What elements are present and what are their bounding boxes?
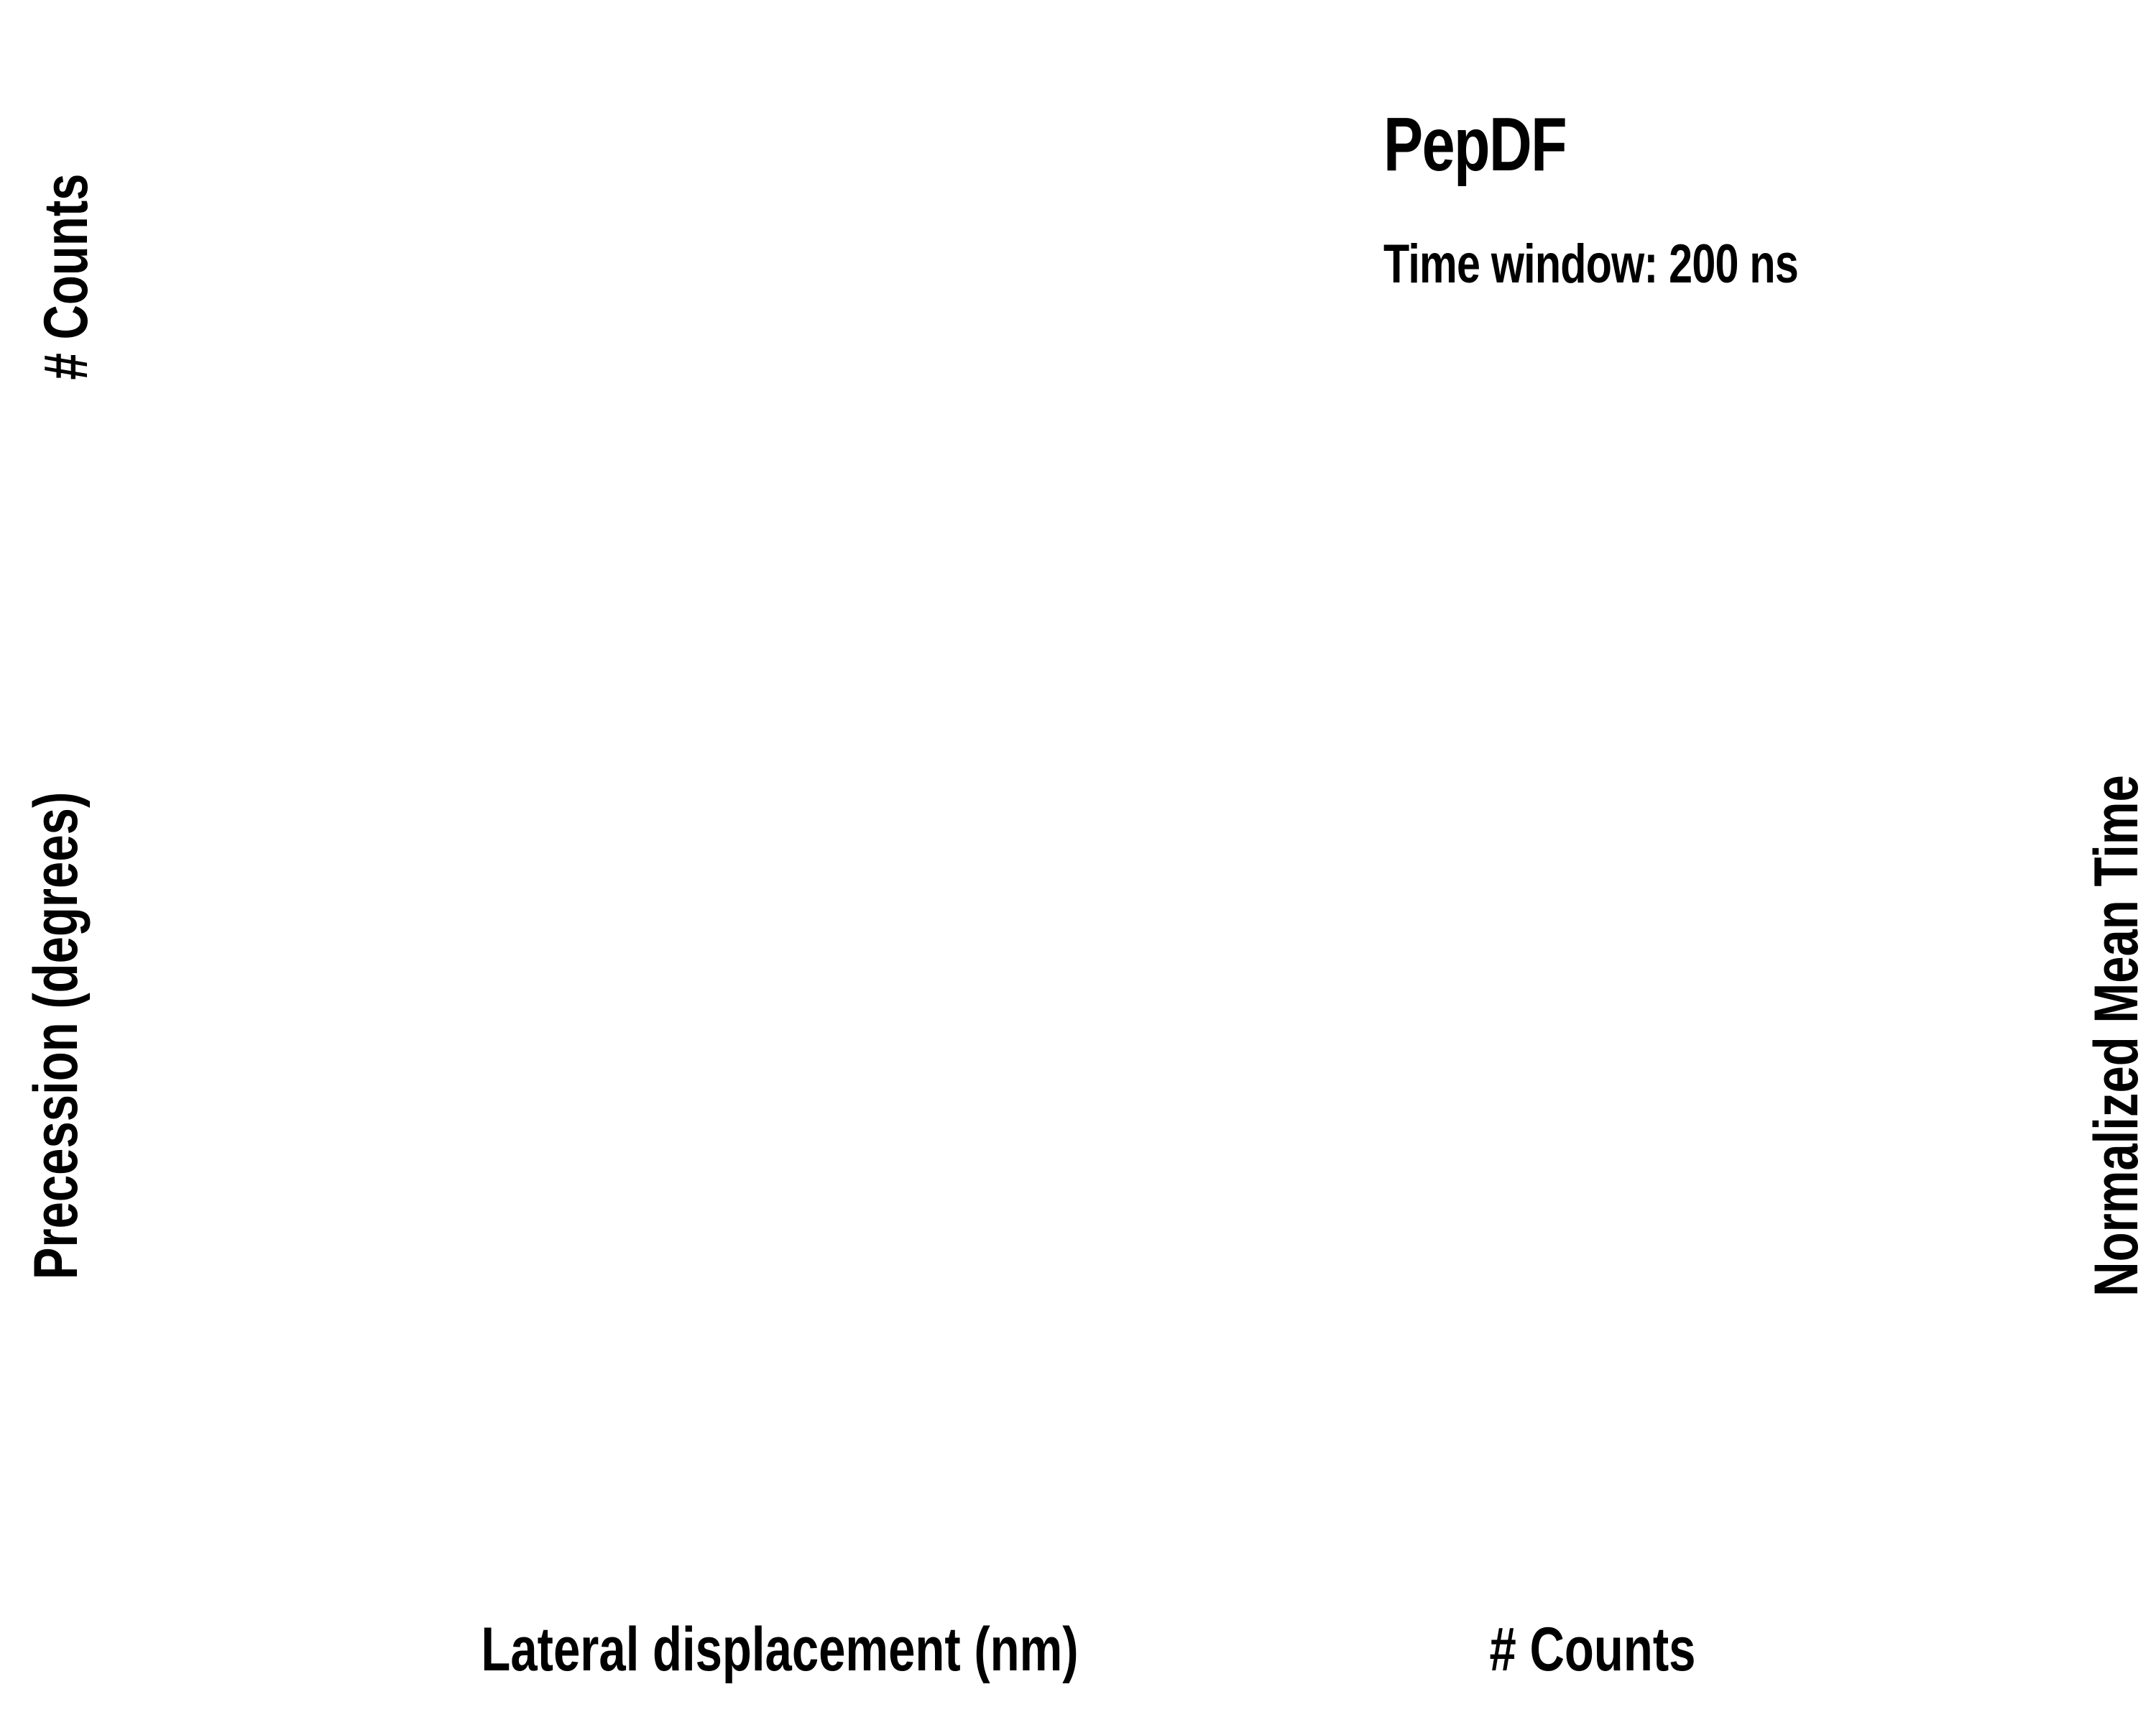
main-y-axis-label: Precession (degrees)	[22, 791, 91, 1280]
colorbar-label: Normalized Mean Time	[2082, 775, 2151, 1297]
main-density-heatmap	[259, 519, 1301, 1552]
top-marginal-histogram	[259, 108, 1301, 446]
top-hist-y-axis-label: # Counts	[32, 173, 101, 380]
right-marginal-histogram	[1386, 519, 1800, 1552]
main-x-axis-label: Lateral displacement (nm)	[481, 1615, 1079, 1684]
plot-title: PepDF	[1383, 102, 1567, 187]
plot-subtitle: Time window: 200 ns	[1383, 234, 1799, 295]
colorbar	[1886, 519, 1978, 1552]
right-hist-x-axis-label: # Counts	[1489, 1615, 1696, 1684]
